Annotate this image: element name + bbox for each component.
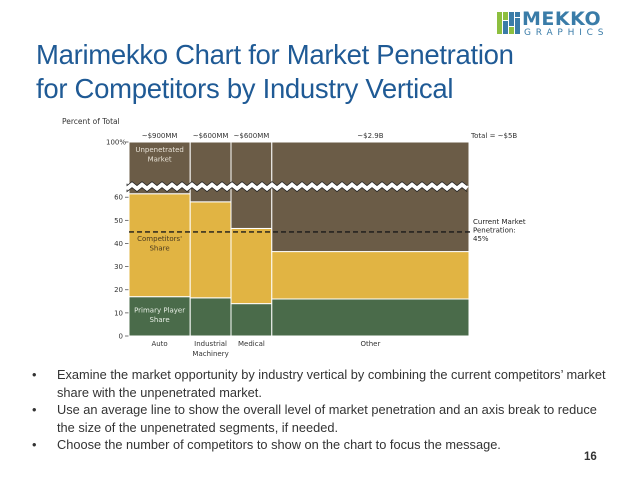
slide-title: Marimekko Chart for Market Penetration f… xyxy=(36,38,596,106)
total-label: Total = ~$5B xyxy=(470,132,517,140)
y-tick-label-top: 100% xyxy=(106,139,126,147)
y-tick-label: 30 xyxy=(114,263,123,271)
slide-title-line-1: Marimekko Chart for Market Penetration xyxy=(36,39,514,70)
primary-share-bar xyxy=(271,298,470,337)
axis-break-line-top xyxy=(126,181,468,187)
y-tick-label: 0 xyxy=(119,333,123,341)
unpenetrated-label: Unpenetrated xyxy=(135,146,183,154)
x-category-label: Machinery xyxy=(192,350,228,358)
x-category-label: Other xyxy=(360,340,380,348)
column-size-label: ~$2.9B xyxy=(357,132,383,140)
x-category-label: Industrial xyxy=(194,340,227,348)
primary-label: Primary Player xyxy=(134,306,185,314)
y-tick-label: 20 xyxy=(114,286,123,294)
unpenetrated-label: Market xyxy=(148,156,172,164)
average-line-label: Current Market xyxy=(473,218,526,226)
column-size-label: ~$600MM xyxy=(234,132,270,140)
y-tick-label: 60 xyxy=(114,194,123,202)
logo-word-mekko: MEKKO xyxy=(522,8,602,30)
competitors-share-bar xyxy=(128,193,191,298)
x-category-label: Auto xyxy=(151,340,167,348)
average-line-label: Penetration: xyxy=(473,226,516,234)
column-size-label: ~$900MM xyxy=(142,132,178,140)
bullet-item: Choose the number of competitors to show… xyxy=(28,436,608,454)
average-line-label: 45% xyxy=(473,235,489,243)
logo-word-graphics: GRAPHICS xyxy=(524,28,609,38)
slide-title-line-2: for Competitors by Industry Vertical xyxy=(36,73,454,104)
axis-break-line-bottom xyxy=(126,187,468,193)
unpenetrated-bar xyxy=(271,141,470,253)
primary-share-bar xyxy=(230,303,273,337)
y-tick-label: 10 xyxy=(114,309,123,317)
competitors-label: Share xyxy=(149,245,169,253)
bullet-item: Use an average line to show the overall … xyxy=(28,401,608,436)
primary-label: Share xyxy=(149,316,169,324)
y-tick-label: 40 xyxy=(114,240,123,248)
competitors-share-bar xyxy=(230,227,273,305)
bullet-list: Examine the market opportunity by indust… xyxy=(28,366,608,454)
primary-share-bar xyxy=(189,297,232,337)
x-category-label: Medical xyxy=(238,340,265,348)
competitors-label: Competitors' xyxy=(137,235,182,243)
competitors-share-bar xyxy=(189,201,232,299)
bullet-item: Examine the market opportunity by indust… xyxy=(28,366,608,401)
mekko-graphics-logo: MEKKO GRAPHICS xyxy=(497,8,633,38)
logo-bars-icon xyxy=(497,12,520,34)
competitors-share-bar xyxy=(271,251,470,300)
y-tick-label: 50 xyxy=(114,217,123,225)
axis-break-band xyxy=(124,181,469,194)
y-axis-label: Percent of Total xyxy=(62,117,120,126)
marimekko-chart: Percent of Total 0 10 20 30 40 50 60 100% ~$900MM… xyxy=(62,117,526,358)
page-number: 16 xyxy=(584,451,597,463)
column-size-label: ~$600MM xyxy=(193,132,229,140)
unpenetrated-bar xyxy=(189,141,232,203)
